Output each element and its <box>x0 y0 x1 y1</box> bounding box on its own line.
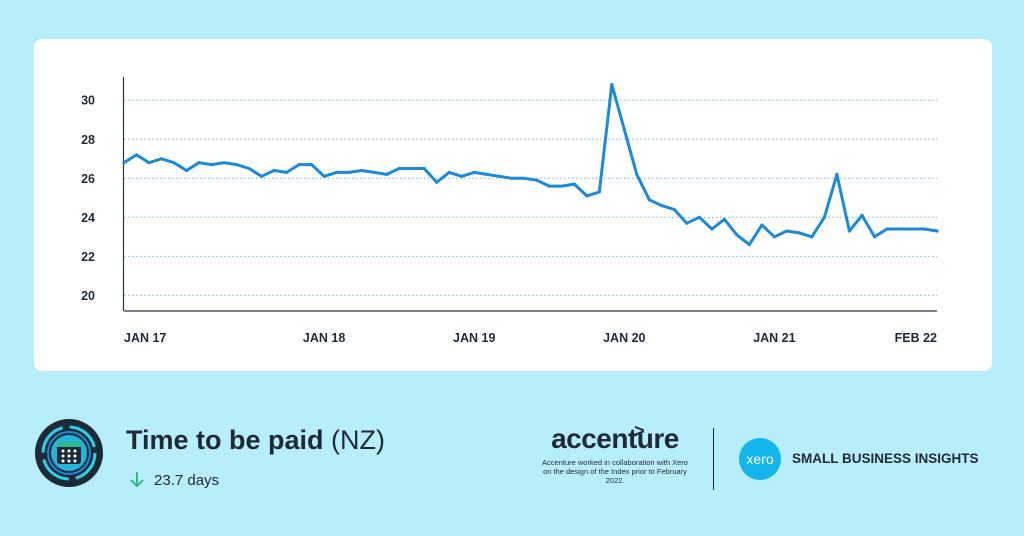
data-point <box>785 229 789 233</box>
metric-title-region: (NZ) <box>331 425 386 455</box>
accenture-logo-text: accenture <box>551 423 679 454</box>
data-point <box>797 231 802 235</box>
data-point <box>760 223 764 227</box>
data-point <box>860 213 864 217</box>
y-tick-label-22: 22 <box>81 250 95 264</box>
chart-card: 20 22 24 26 28 30 JAN 17 JAN 18 JAN 19 JAN 20 JAN … <box>34 39 992 371</box>
data-point <box>810 235 814 239</box>
data-point <box>360 168 364 173</box>
y-tick-label-26: 26 <box>81 172 95 186</box>
data-point <box>747 243 752 247</box>
accenture-logo: accenture > Accenture worked in collabor… <box>540 421 690 485</box>
data-point <box>147 161 151 165</box>
metric-title-main: Time to be paid <box>126 425 324 455</box>
calendar-clock-icon <box>35 419 103 487</box>
data-point <box>460 174 464 178</box>
data-point <box>685 221 689 225</box>
data-point <box>522 176 526 180</box>
data-point <box>510 176 514 180</box>
metric-value: 23.7 days <box>154 471 220 489</box>
data-point <box>385 172 389 176</box>
data-point <box>910 227 914 231</box>
x-tick-label-jan-17: JAN 17 <box>124 331 166 345</box>
data-point <box>897 227 902 231</box>
data-point <box>485 172 489 176</box>
data-point <box>447 170 451 174</box>
data-point <box>159 157 164 161</box>
data-point <box>297 163 301 167</box>
data-point <box>835 172 839 176</box>
data-point <box>247 166 251 171</box>
data-point <box>347 170 351 174</box>
data-point <box>134 153 139 157</box>
accenture-note: Accenture worked in collaboration with X… <box>542 458 688 485</box>
arrow-down-icon <box>130 472 144 487</box>
y-tick-label-20: 20 <box>81 289 95 303</box>
data-point <box>210 163 214 167</box>
data-point <box>672 207 676 212</box>
data-point <box>735 233 739 237</box>
data-point <box>235 163 239 167</box>
x-tick-label-jan-19: JAN 19 <box>453 331 495 345</box>
data-point <box>260 174 264 178</box>
data-point <box>410 166 414 171</box>
data-point <box>772 235 777 239</box>
metric-title: Time to be paid (NZ) <box>126 425 385 456</box>
data-point <box>572 182 576 186</box>
data-point <box>222 161 226 165</box>
y-tick-label-30: 30 <box>81 94 95 108</box>
data-point <box>122 161 126 165</box>
data-point <box>397 166 401 171</box>
data-point <box>935 229 939 233</box>
x-tick-label-jan-20: JAN 20 <box>603 331 645 345</box>
x-tick-label-jan-18: JAN 18 <box>303 331 345 345</box>
data-point <box>197 161 201 165</box>
data-point <box>847 229 852 233</box>
series-line-0 <box>122 83 939 247</box>
data-point <box>635 172 639 176</box>
data-point <box>372 170 376 174</box>
data-point <box>710 227 714 231</box>
data-point <box>310 163 314 167</box>
data-point <box>622 127 626 132</box>
data-point <box>885 227 889 231</box>
data-point <box>335 170 339 174</box>
data-point <box>497 174 501 178</box>
data-point <box>272 168 276 173</box>
data-point <box>922 227 927 231</box>
x-tick-label-feb-22: FEB 22 <box>895 331 937 345</box>
accenture-wordmark: accenture > <box>551 421 679 454</box>
data-point <box>697 215 702 219</box>
data-point <box>585 194 589 198</box>
data-point <box>822 215 827 219</box>
data-point <box>472 170 476 174</box>
line-chart: 20 22 24 26 28 30 JAN 17 JAN 18 JAN 19 JAN 20 JAN … <box>81 77 939 345</box>
xero-tagline: SMALL BUSINESS INSIGHTS <box>792 451 979 466</box>
data-point <box>722 217 727 221</box>
y-tick-label-24: 24 <box>81 211 95 225</box>
xero-logo-text: xero <box>746 451 773 467</box>
data-point <box>285 170 289 174</box>
metric-change: 23.7 days <box>130 470 219 490</box>
data-point <box>872 235 877 239</box>
data-point <box>322 174 326 178</box>
logo-divider <box>713 428 714 490</box>
xero-logo: xero <box>739 438 781 480</box>
data-point <box>172 161 176 165</box>
data-point <box>422 166 426 171</box>
data-point <box>560 184 564 188</box>
data-point <box>184 168 189 173</box>
accenture-chevron-icon: > <box>634 421 645 441</box>
data-point <box>610 83 614 87</box>
y-tick-label-28: 28 <box>81 133 95 147</box>
x-tick-label-jan-21: JAN 21 <box>753 331 795 345</box>
data-point <box>647 198 651 202</box>
data-point <box>435 180 439 184</box>
data-point <box>547 184 551 188</box>
data-point <box>660 204 664 208</box>
data-point <box>535 178 539 182</box>
data-point <box>597 190 601 194</box>
